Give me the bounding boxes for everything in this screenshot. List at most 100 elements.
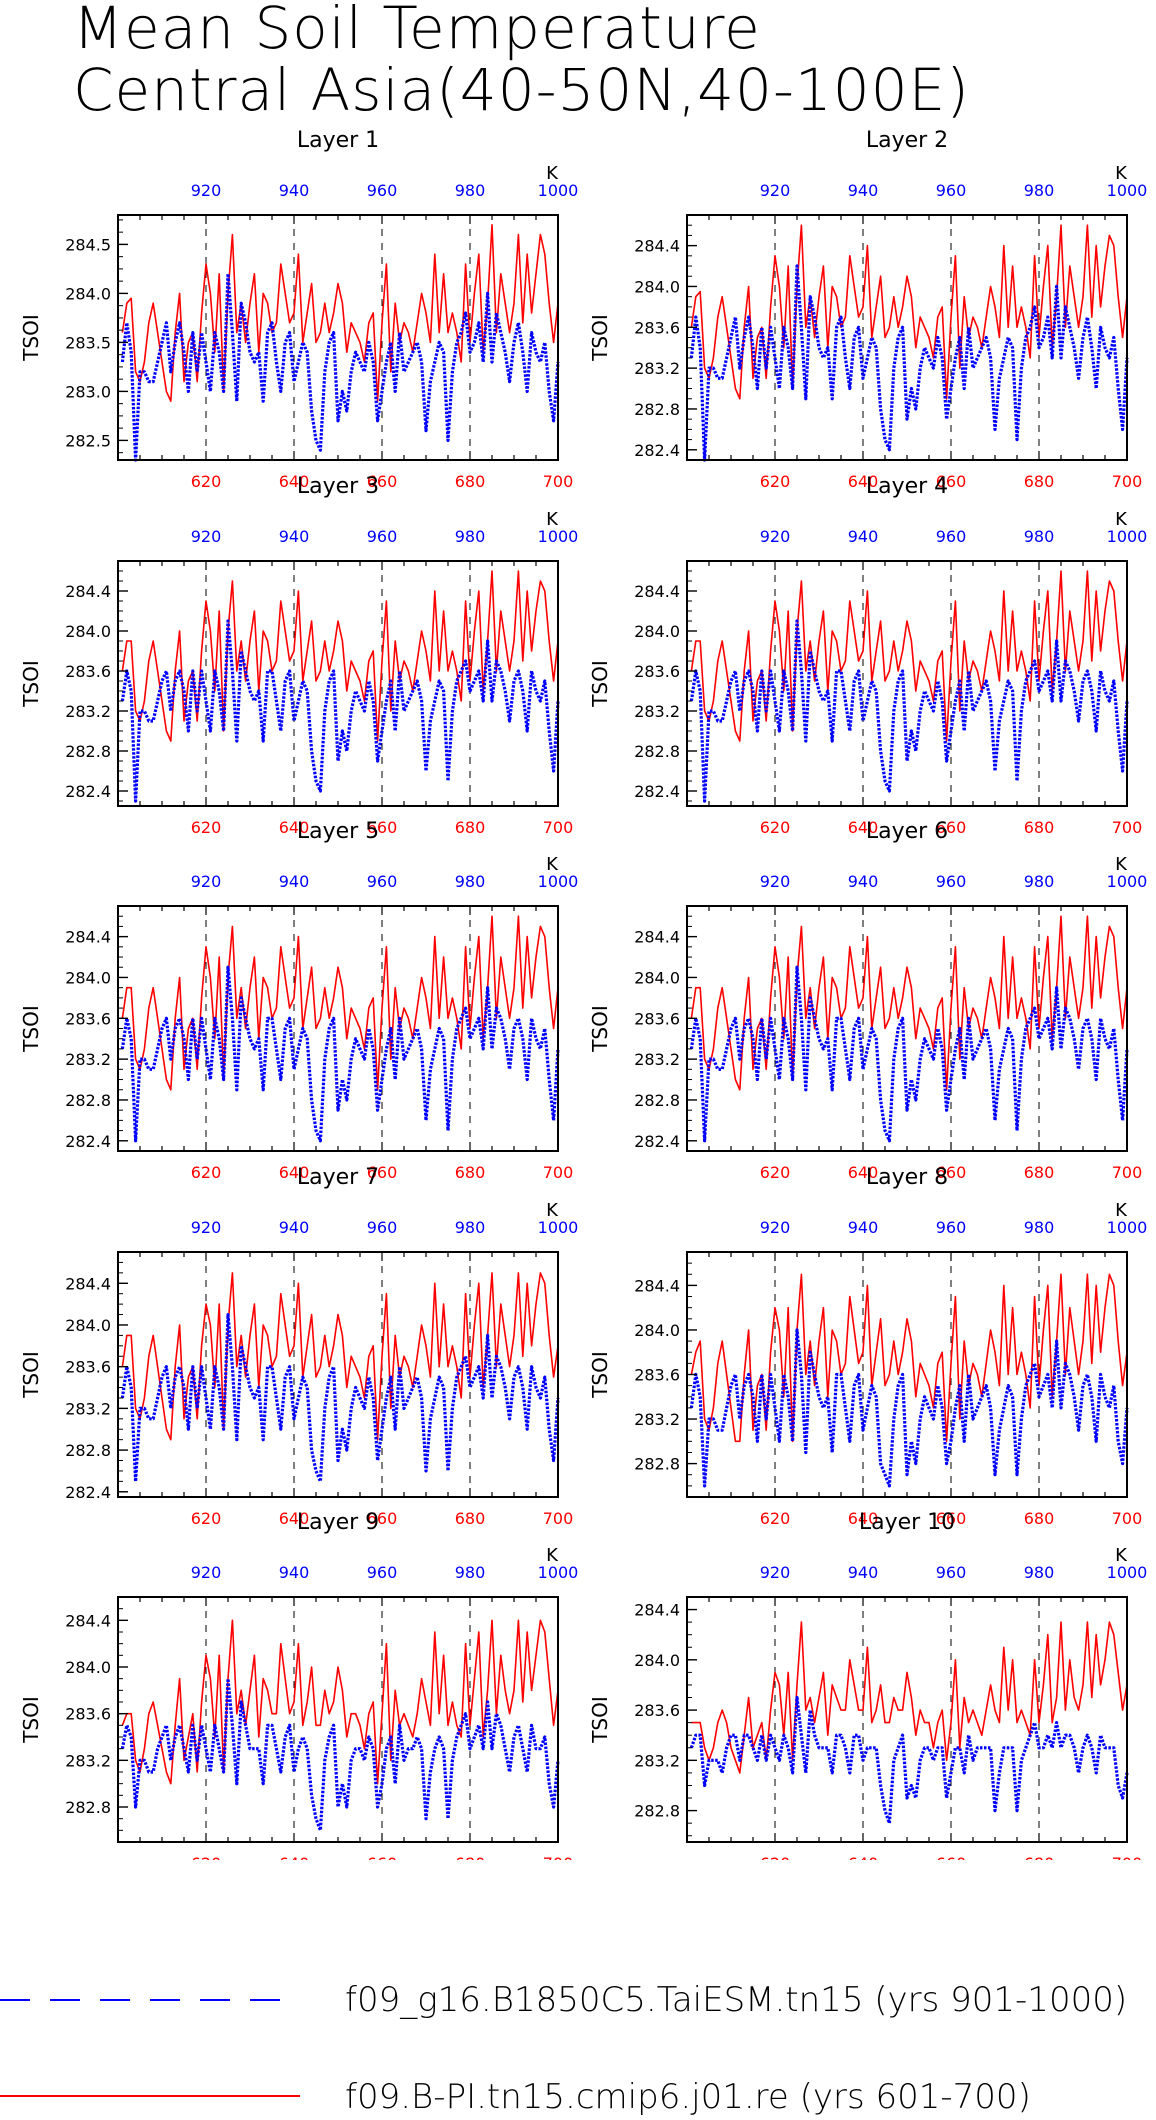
y-tick-label: 284.0: [634, 1651, 680, 1670]
top-x-tick-label: 1000: [1107, 872, 1148, 891]
y-tick-label: 282.8: [634, 1091, 680, 1110]
top-x-tick-label: 960: [367, 872, 398, 891]
y-tick-label: 284.0: [65, 284, 111, 303]
y-tick-label: 284.4: [634, 1601, 680, 1620]
y-tick-label: 282.8: [634, 1455, 680, 1474]
panel-title: Layer 8: [866, 1165, 948, 1190]
x-tick-label: 660: [936, 818, 967, 837]
y-tick-label: 283.6: [65, 1705, 111, 1724]
top-axis-unit: K: [1115, 1200, 1128, 1221]
y-tick-label: 283.6: [65, 662, 111, 681]
top-x-tick-label: 920: [760, 872, 791, 891]
x-tick-label: 700: [1112, 818, 1143, 837]
y-tick-label: 282.4: [65, 1483, 111, 1502]
top-axis-unit: K: [1115, 509, 1128, 530]
series-line-blue: [689, 1328, 1129, 1488]
series-line-blue: [120, 965, 560, 1143]
x-tick-label: 700: [1112, 1509, 1143, 1528]
top-x-tick-label: 920: [760, 1563, 791, 1582]
x-tick-label: 660: [936, 1854, 967, 1860]
y-tick-label: 283.6: [65, 1358, 111, 1377]
top-x-tick-label: 920: [191, 1218, 222, 1237]
top-x-tick-label: 920: [760, 181, 791, 200]
y-tick-label: 282.8: [634, 400, 680, 419]
y-axis-label: TSOI: [19, 1005, 43, 1053]
x-tick-label: 660: [367, 1854, 398, 1860]
top-x-tick-label: 940: [279, 1563, 310, 1582]
y-axis-label: TSOI: [19, 1696, 43, 1744]
x-tick-label: 700: [1112, 472, 1143, 491]
y-tick-label: 283.2: [65, 1751, 111, 1770]
x-tick-label: 620: [760, 1509, 791, 1528]
y-tick-label: 284.4: [634, 1276, 680, 1295]
x-tick-label: 660: [367, 818, 398, 837]
top-axis-unit: K: [546, 1545, 559, 1566]
top-x-tick-label: 920: [760, 1218, 791, 1237]
y-tick-label: 283.6: [634, 662, 680, 681]
series-line-red: [691, 1621, 1128, 1774]
y-tick-label: 284.4: [65, 1274, 111, 1293]
y-axis-label: TSOI: [19, 1351, 43, 1399]
plot-frame: [686, 560, 1128, 807]
y-tick-label: 282.8: [65, 1441, 111, 1460]
legend-label-red: f09.B-PI.tn15.cmip6.j01.re (yrs 601-700): [345, 2077, 1031, 2117]
y-axis-label: TSOI: [19, 660, 43, 708]
top-x-tick-label: 940: [848, 1563, 879, 1582]
legend: f09_g16.B1850C5.TaiESM.tn15 (yrs 901-100…: [0, 1980, 1127, 2117]
y-tick-label: 284.4: [65, 1611, 111, 1630]
y-tick-label: 283.6: [634, 1366, 680, 1385]
y-tick-label: 282.4: [634, 782, 680, 801]
top-axis-unit: K: [546, 854, 559, 875]
top-x-tick-label: 920: [191, 181, 222, 200]
series-line-red: [121, 1619, 559, 1785]
y-tick-label: 282.4: [65, 782, 111, 801]
top-x-tick-label: 960: [936, 1218, 967, 1237]
chart-panel: Layer 10 620 640 660 680 700 920 940 960 980 1000K…: [588, 1510, 1147, 1860]
x-tick-label: 620: [760, 472, 791, 491]
x-tick-label: 680: [1024, 1854, 1055, 1860]
series-line-blue: [689, 619, 1129, 803]
top-x-tick-label: 1000: [1107, 527, 1148, 546]
x-tick-label: 680: [455, 818, 486, 837]
top-x-tick-label: 920: [191, 872, 222, 891]
top-x-tick-label: 940: [279, 1218, 310, 1237]
x-tick-label: 620: [760, 1163, 791, 1182]
top-x-tick-label: 980: [455, 1563, 486, 1582]
x-tick-label: 660: [367, 1509, 398, 1528]
x-tick-label: 660: [936, 472, 967, 491]
top-x-tick-label: 940: [848, 181, 879, 200]
y-tick-label: 283.2: [634, 1050, 680, 1069]
x-tick-label: 660: [936, 1163, 967, 1182]
top-x-tick-label: 920: [760, 527, 791, 546]
top-x-tick-label: 920: [191, 527, 222, 546]
y-tick-label: 283.2: [65, 1050, 111, 1069]
x-tick-label: 620: [191, 1163, 222, 1182]
top-x-tick-label: 980: [455, 181, 486, 200]
top-axis-unit: K: [546, 163, 559, 184]
top-x-tick-label: 920: [191, 1563, 222, 1582]
top-x-tick-label: 960: [367, 1218, 398, 1237]
top-x-tick-label: 960: [367, 181, 398, 200]
x-tick-label: 640: [279, 818, 310, 837]
series-line-blue: [689, 965, 1129, 1143]
x-tick-label: 680: [1024, 1163, 1055, 1182]
plot-frame: [686, 905, 1128, 1152]
top-x-tick-label: 1000: [1107, 1218, 1148, 1237]
top-x-tick-label: 940: [848, 527, 879, 546]
top-axis-unit: K: [1115, 163, 1128, 184]
y-tick-label: 283.2: [634, 702, 680, 721]
figure-title-line-2: Central Asia(40-50N,40-100E): [73, 56, 970, 124]
y-tick-label: 284.4: [65, 928, 111, 947]
panel-title: Layer 9: [297, 1510, 379, 1535]
top-x-tick-label: 980: [1024, 181, 1055, 200]
y-tick-label: 283.6: [634, 1009, 680, 1028]
y-tick-label: 282.8: [634, 1802, 680, 1821]
x-tick-label: 620: [191, 472, 222, 491]
top-x-tick-label: 960: [367, 1563, 398, 1582]
